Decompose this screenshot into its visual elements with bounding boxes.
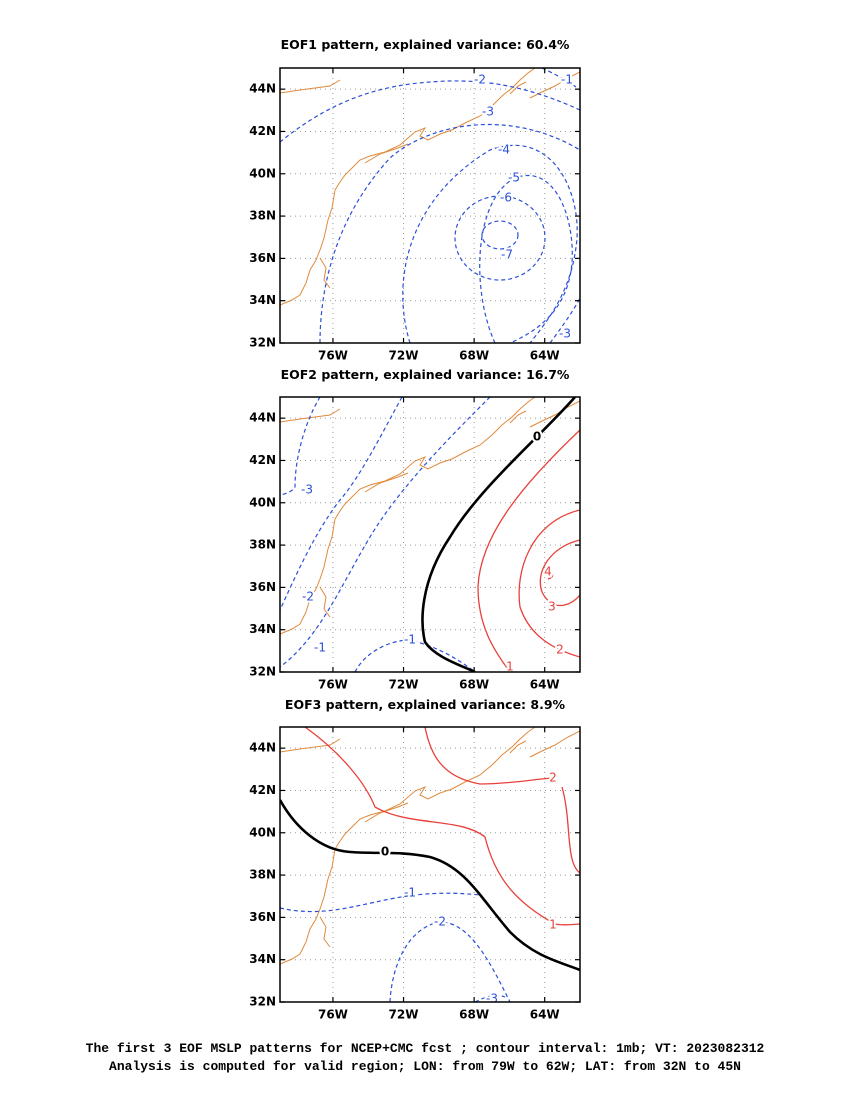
x-tick-label: 76W <box>318 678 348 692</box>
y-tick-label: 38N <box>249 868 276 882</box>
contour-label: -4 <box>498 143 510 157</box>
x-tick-label: 72W <box>389 678 419 692</box>
y-tick-label: 44N <box>249 82 276 96</box>
y-tick-label: 36N <box>249 910 276 924</box>
y-tick-label: 32N <box>249 336 276 350</box>
grid <box>280 397 580 672</box>
y-tick-label: 42N <box>249 783 276 797</box>
contour <box>304 727 580 926</box>
x-tick-label: 72W <box>389 349 419 363</box>
y-tick-label: 40N <box>249 495 276 509</box>
y-tick-label: 32N <box>249 665 276 679</box>
contour <box>402 144 578 343</box>
map-panel: -1 -2 -3 -3 -4 -5 -6 -7 76W 72W 68W 64W 32N 3… <box>249 67 581 363</box>
contour-label: -3 <box>559 327 571 341</box>
panel-title: EOF2 pattern, explained variance: 16.7% <box>281 367 570 382</box>
frame <box>279 726 581 1003</box>
x-tick-label: 64W <box>530 678 560 692</box>
x-tick-label: 68W <box>459 349 489 363</box>
contour-label: -2 <box>474 73 486 87</box>
x-tick-label: 76W <box>318 1008 348 1022</box>
y-tick-label: 38N <box>249 538 276 552</box>
contour <box>389 921 511 1002</box>
y-tick-label: 44N <box>249 411 276 425</box>
contour <box>479 175 573 343</box>
contour <box>354 639 476 672</box>
contour-label: 0 <box>381 845 389 859</box>
grid <box>280 68 580 343</box>
frame <box>279 67 581 344</box>
contour <box>424 727 554 785</box>
x-tick-label: 76W <box>318 349 348 363</box>
y-tick-label: 42N <box>249 453 276 467</box>
contour <box>518 509 580 658</box>
contour <box>421 397 576 672</box>
contour-label: 1 <box>506 660 514 674</box>
y-tick-label: 40N <box>249 825 276 839</box>
x-tick-label: 64W <box>530 349 560 363</box>
x-tick-label: 68W <box>459 1008 489 1022</box>
y-tick-label: 44N <box>249 741 276 755</box>
y-tick-label: 40N <box>249 166 276 180</box>
map-area: -3 -2 -1 0 1 2 <box>280 727 580 1006</box>
map-area: -1 -2 -3 -3 -4 -5 -6 -7 <box>280 68 580 343</box>
y-tick-label: 36N <box>249 251 276 265</box>
contour <box>561 786 580 874</box>
contour <box>474 994 506 1002</box>
contour-label: -3 <box>486 992 498 1006</box>
contour <box>541 68 580 91</box>
contour <box>280 892 481 913</box>
contour <box>477 429 580 672</box>
frame <box>279 396 581 673</box>
contour-label: -6 <box>500 191 512 205</box>
grid <box>280 727 580 1002</box>
contour-label: -2 <box>434 915 446 929</box>
contour-label: 2 <box>549 771 557 785</box>
map-panel: -3 -2 -1 -1 0 1 2 3 4 76W 72W 68W 64W 32N 34N… <box>249 396 581 692</box>
coastline <box>280 68 580 306</box>
contour <box>547 564 554 580</box>
contour-label: -7 <box>501 248 513 262</box>
caption: Analysis is computed for valid region; L… <box>109 1059 741 1074</box>
x-tick-label: 72W <box>389 1008 419 1022</box>
panel-title: EOF3 pattern, explained variance: 8.9% <box>285 697 566 712</box>
y-tick-label: 32N <box>249 995 276 1009</box>
contour-label: -3 <box>482 105 494 119</box>
y-tick-label: 34N <box>249 293 276 307</box>
x-tick-label: 68W <box>459 678 489 692</box>
contour <box>481 220 519 250</box>
contour-label: -1 <box>404 886 416 900</box>
caption: The first 3 EOF MSLP patterns for NCEP+C… <box>86 1041 765 1056</box>
contour-label: 2 <box>556 643 564 657</box>
y-tick-label: 42N <box>249 124 276 138</box>
contour-label: -1 <box>314 641 326 655</box>
contour <box>280 397 403 611</box>
y-tick-label: 38N <box>249 209 276 223</box>
y-tick-label: 36N <box>249 580 276 594</box>
contour-label: -3 <box>301 483 313 497</box>
contour <box>280 397 321 496</box>
map-area: -3 -2 -1 -1 0 1 2 3 4 <box>280 397 580 674</box>
contour-label: 3 <box>548 600 556 614</box>
map-panel: -3 -2 -1 0 1 2 76W 72W 68W 64W 32N 34N 36N 38N 4… <box>249 726 581 1022</box>
contour <box>454 195 546 281</box>
contour <box>280 397 491 668</box>
contour <box>280 799 580 972</box>
contour <box>539 539 580 607</box>
contour-label: 0 <box>533 430 541 444</box>
y-tick-label: 34N <box>249 952 276 966</box>
contour-label: 4 <box>544 565 552 579</box>
y-tick-label: 34N <box>249 622 276 636</box>
contour-label: -2 <box>302 590 314 604</box>
panel-title: EOF1 pattern, explained variance: 60.4% <box>281 37 570 52</box>
contour <box>280 80 580 143</box>
x-tick-label: 64W <box>530 1008 560 1022</box>
contour-label: 1 <box>549 918 557 932</box>
contour-label: -1 <box>561 73 573 87</box>
contour <box>319 123 580 343</box>
contour-label: -1 <box>404 633 416 647</box>
contour-label: -5 <box>508 171 520 185</box>
